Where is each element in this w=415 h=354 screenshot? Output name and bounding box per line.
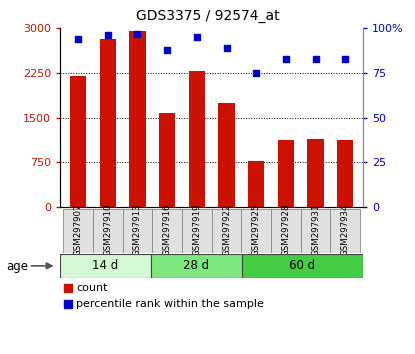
Bar [100,39,116,207]
Point [164,47,171,53]
Text: GDS3375 / 92574_at: GDS3375 / 92574_at [136,9,279,23]
Bar [308,138,324,207]
Bar [159,113,175,207]
Text: age: age [6,260,28,273]
Bar [70,76,86,207]
Bar [93,209,122,253]
Bar [189,71,205,207]
Bar [152,209,182,253]
Bar [248,161,264,207]
Point [134,31,141,36]
Bar [122,209,152,253]
Text: GSM297925: GSM297925 [252,204,261,256]
Text: 60 d: 60 d [290,259,315,272]
Text: 14 d: 14 d [93,259,119,272]
Text: GSM297934: GSM297934 [341,204,350,256]
Bar [242,254,363,278]
Point [223,45,230,51]
Bar [301,209,330,253]
Bar [129,31,146,207]
Bar [330,209,360,253]
Text: GSM297928: GSM297928 [281,204,290,256]
Point [253,70,259,76]
Bar [212,209,242,253]
Bar [218,103,234,207]
Bar [337,140,354,207]
Text: count: count [76,283,107,293]
Bar [278,140,294,207]
Text: percentile rank within the sample: percentile rank within the sample [76,299,264,309]
Point [193,34,200,40]
Bar [63,209,93,253]
Point [312,56,319,62]
Bar [151,254,242,278]
Bar [182,209,212,253]
Text: 28 d: 28 d [183,259,210,272]
Text: GSM297910: GSM297910 [103,204,112,256]
Text: GSM297907: GSM297907 [73,204,83,256]
Text: GSM297913: GSM297913 [133,204,142,256]
Bar [242,209,271,253]
Bar [271,209,301,253]
Text: GSM297922: GSM297922 [222,204,231,256]
Point [75,36,81,42]
Point [342,56,349,62]
Point [283,56,289,62]
Text: GSM297931: GSM297931 [311,204,320,256]
Bar [60,254,151,278]
Point [105,33,111,38]
Text: GSM297919: GSM297919 [192,204,201,256]
Text: GSM297916: GSM297916 [163,204,171,256]
